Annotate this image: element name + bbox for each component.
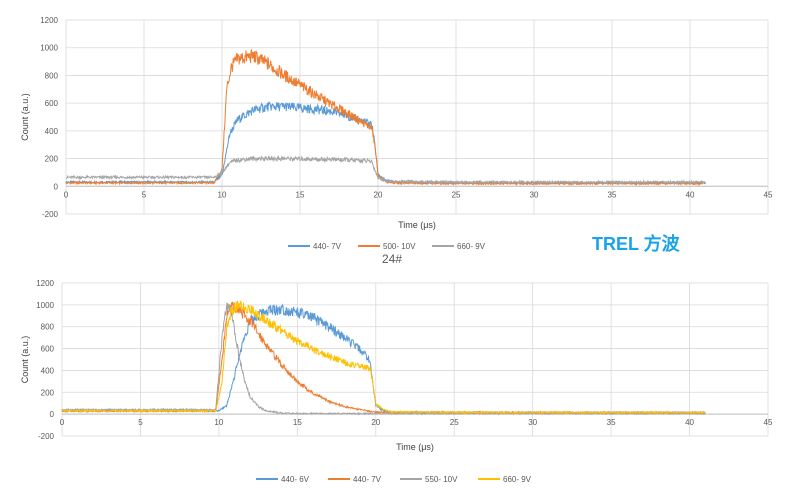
x-tick-label: 20 [371, 418, 380, 427]
y-axis-label: Count (a.u.) [20, 93, 30, 141]
legend-label: 500- 10V [383, 242, 416, 251]
x-axis-label: Time (μs) [398, 220, 436, 230]
chart-bottom: -200 0 200 400 600 800 1000 1200 0 5 10 15 20 25 30 35 4… [20, 279, 773, 484]
legend-label: 660- 9V [503, 475, 532, 484]
series-line [61, 302, 706, 416]
y-tick-label: 400 [45, 127, 59, 136]
series-line [61, 303, 706, 415]
x-tick-label: 35 [608, 190, 617, 199]
y-tick-label: 600 [41, 345, 55, 354]
legend-label: 660- 9V [457, 242, 486, 251]
y-tick-label: 200 [45, 155, 59, 164]
x-tick-label: 40 [685, 418, 694, 427]
x-tick-label: 10 [214, 418, 223, 427]
x-tick-label: 25 [450, 418, 459, 427]
y-tick-label: 1000 [36, 301, 54, 310]
chart-title: 24# [382, 252, 402, 266]
y-tick-label: 1200 [40, 16, 58, 25]
y-tick-label: -200 [42, 210, 59, 219]
y-tick-label: 800 [41, 323, 55, 332]
x-axis-label: Time (μs) [396, 442, 434, 452]
chart-top: -200 0 200 400 600 800 1000 1200 0 5 10 15 20 25 30 35 4… [20, 16, 773, 266]
x-tick-label: 20 [374, 190, 383, 199]
x-tick-label: 45 [764, 190, 773, 199]
y-tick-label: 600 [45, 99, 59, 108]
series-line [65, 101, 706, 186]
x-tick-label: 5 [138, 418, 143, 427]
x-tick-label: 25 [452, 190, 461, 199]
x-tick-label: 0 [64, 190, 69, 199]
x-tick-label: 30 [530, 190, 539, 199]
legend-label: 550- 10V [425, 475, 458, 484]
y-tick-label: 0 [50, 410, 55, 419]
x-tick-label: 15 [293, 418, 302, 427]
series-line [61, 301, 706, 415]
y-axis-label: Count (a.u.) [20, 336, 30, 384]
x-tick-label: 30 [528, 418, 537, 427]
y-tick-label: 800 [45, 71, 59, 80]
series-line [65, 49, 706, 187]
x-tick-label: 5 [142, 190, 147, 199]
x-tick-label: 35 [607, 418, 616, 427]
y-tick-label: -200 [38, 432, 55, 441]
y-tick-label: 1000 [40, 44, 58, 53]
x-tick-label: 15 [296, 190, 305, 199]
y-tick-label: 0 [54, 182, 59, 191]
legend-label: 440- 7V [353, 475, 382, 484]
annotation-text: TREL 方波 [592, 234, 680, 254]
y-tick-label: 1200 [36, 279, 54, 288]
legend-label: 440- 7V [313, 242, 342, 251]
x-tick-label: 10 [218, 190, 227, 199]
y-tick-label: 400 [41, 366, 55, 375]
legend-label: 440- 6V [281, 475, 310, 484]
y-tick-label: 200 [41, 388, 55, 397]
x-tick-label: 45 [764, 418, 773, 427]
x-tick-label: 0 [60, 418, 65, 427]
x-tick-label: 40 [686, 190, 695, 199]
series-line [65, 154, 706, 185]
series-line [61, 300, 706, 415]
